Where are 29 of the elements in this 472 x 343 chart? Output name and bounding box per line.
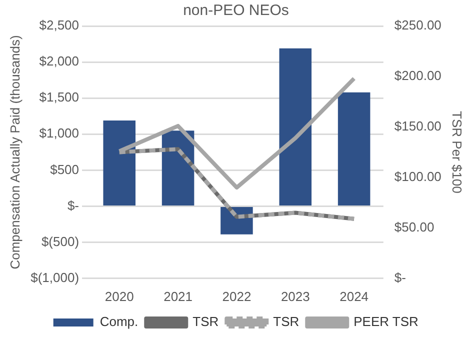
y-tick-label: $500 (50, 162, 80, 177)
x-tick-label: 2020 (104, 288, 134, 304)
x-tick-label: 2021 (164, 288, 192, 304)
bar (279, 48, 312, 206)
x-tick-label: 2022 (222, 288, 252, 304)
y-axis-title: Compensation Actually Paid (thousands) (7, 35, 22, 270)
chart-title: non-PEO NEOs (183, 2, 289, 20)
y-tick-label: $2,000 (39, 54, 80, 69)
bar (338, 92, 370, 206)
y2-tick-label: $200.00 (394, 68, 442, 84)
x-tick-label: 2024 (340, 288, 369, 304)
x-tick-label: 2023 (280, 288, 310, 304)
y2-tick-label: $100.00 (394, 169, 442, 184)
y2-tick-label: $150.00 (394, 118, 442, 134)
y-tick-label: $(500) (41, 234, 80, 249)
y-tick-label: $2,500 (39, 18, 80, 33)
y2-tick-label: $250.00 (394, 18, 442, 33)
y-tick-label: $1,500 (39, 90, 80, 105)
y-tick-label: $(1,000) (30, 270, 80, 285)
legend-label: Comp. (100, 314, 138, 330)
y2-axis-title: TSR Per $100 (450, 111, 465, 194)
legend-label: PEER TSR (354, 314, 418, 330)
bar (103, 120, 136, 206)
legend-label: TSR (273, 314, 300, 330)
y-tick-label: $- (67, 198, 80, 213)
y2-tick-label: $- (394, 270, 406, 285)
y-tick-label: $1,000 (39, 126, 80, 141)
y2-tick-label: $50.00 (394, 220, 434, 234)
legend-label: TSR (192, 314, 219, 330)
